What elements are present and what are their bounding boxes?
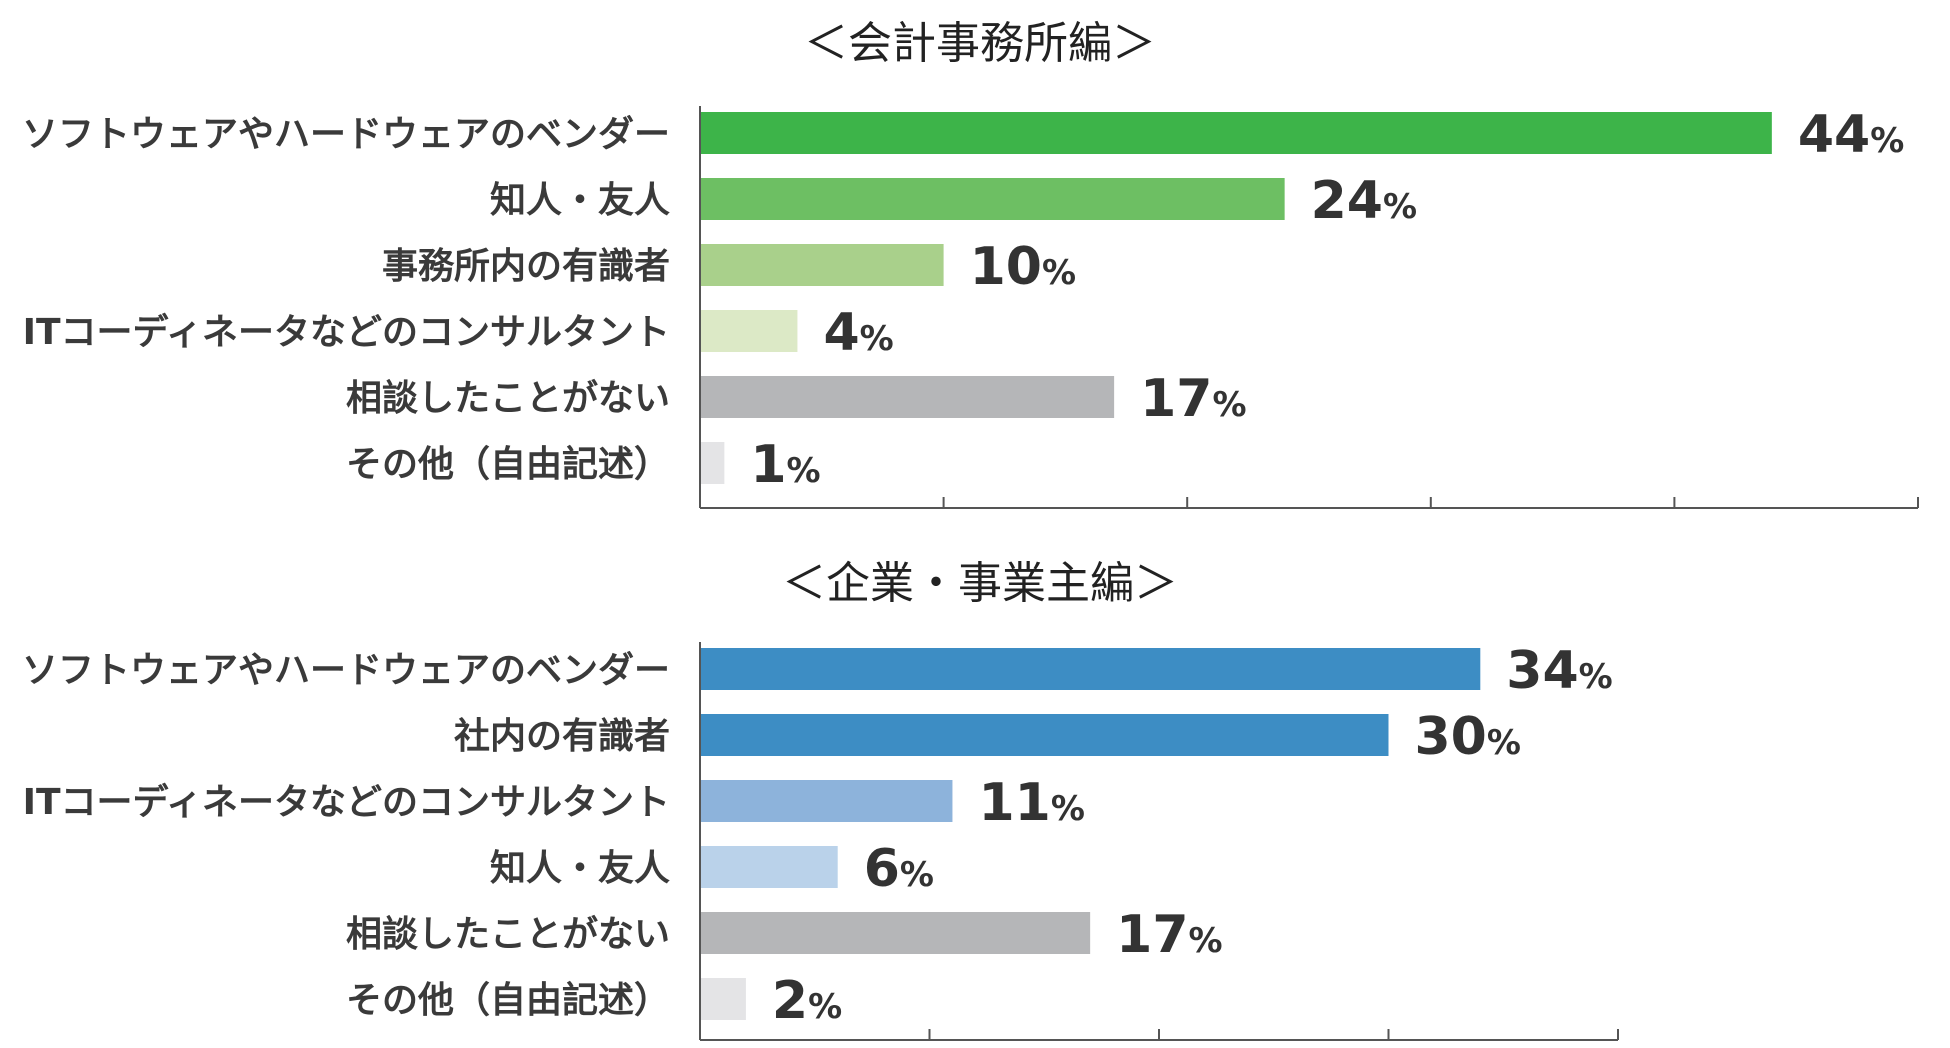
bar xyxy=(700,310,798,352)
data-label: 2% xyxy=(772,971,842,1031)
data-label: 6% xyxy=(864,839,934,899)
category-label: その他（自由記述） xyxy=(346,444,670,485)
data-label: 17% xyxy=(1116,905,1222,965)
data-label: 44% xyxy=(1798,105,1904,165)
data-label: 10% xyxy=(970,237,1076,297)
data-label: 1% xyxy=(750,435,820,495)
chart-title: ＜企業・事業主編＞ xyxy=(782,558,1178,609)
bar xyxy=(700,178,1285,220)
category-label: その他（自由記述） xyxy=(346,980,670,1021)
chart-title: ＜会計事務所編＞ xyxy=(804,18,1156,69)
bar xyxy=(700,244,944,286)
bar xyxy=(700,846,838,888)
category-label: 相談したことがない xyxy=(346,914,670,955)
bar xyxy=(700,780,953,822)
data-label: 30% xyxy=(1415,707,1521,767)
bar xyxy=(700,112,1772,154)
chart-1: ＜会計事務所編＞ ソフトウェアやハードウェアのベンダー 44% 知人・友人 24% 事務所… xyxy=(22,18,1919,509)
bar xyxy=(700,442,725,484)
bar xyxy=(700,376,1115,418)
data-label: 17% xyxy=(1140,369,1246,429)
data-label: 4% xyxy=(823,303,893,363)
category-label: 知人・友人 xyxy=(490,848,670,889)
bar xyxy=(700,714,1389,756)
category-label: 知人・友人 xyxy=(490,180,670,221)
bar xyxy=(700,648,1481,690)
category-label: 事務所内の有識者 xyxy=(382,246,670,287)
chart-2: ＜企業・事業主編＞ ソフトウェアやハードウェアのベンダー 34% 社内の有識者 30% I… xyxy=(22,558,1619,1041)
data-label: 34% xyxy=(1506,641,1612,701)
bar xyxy=(700,978,746,1020)
data-label: 24% xyxy=(1311,171,1417,231)
category-label: ITコーディネータなどのコンサルタント xyxy=(23,781,670,823)
category-label: 相談したことがない xyxy=(346,378,670,419)
data-label: 11% xyxy=(978,773,1084,833)
category-label: ITコーディネータなどのコンサルタント xyxy=(23,311,670,353)
category-label: 社内の有識者 xyxy=(454,716,670,757)
category-label: ソフトウェアやハードウェアのベンダー xyxy=(22,114,670,155)
bar xyxy=(700,912,1091,954)
category-label: ソフトウェアやハードウェアのベンダー xyxy=(22,650,670,691)
